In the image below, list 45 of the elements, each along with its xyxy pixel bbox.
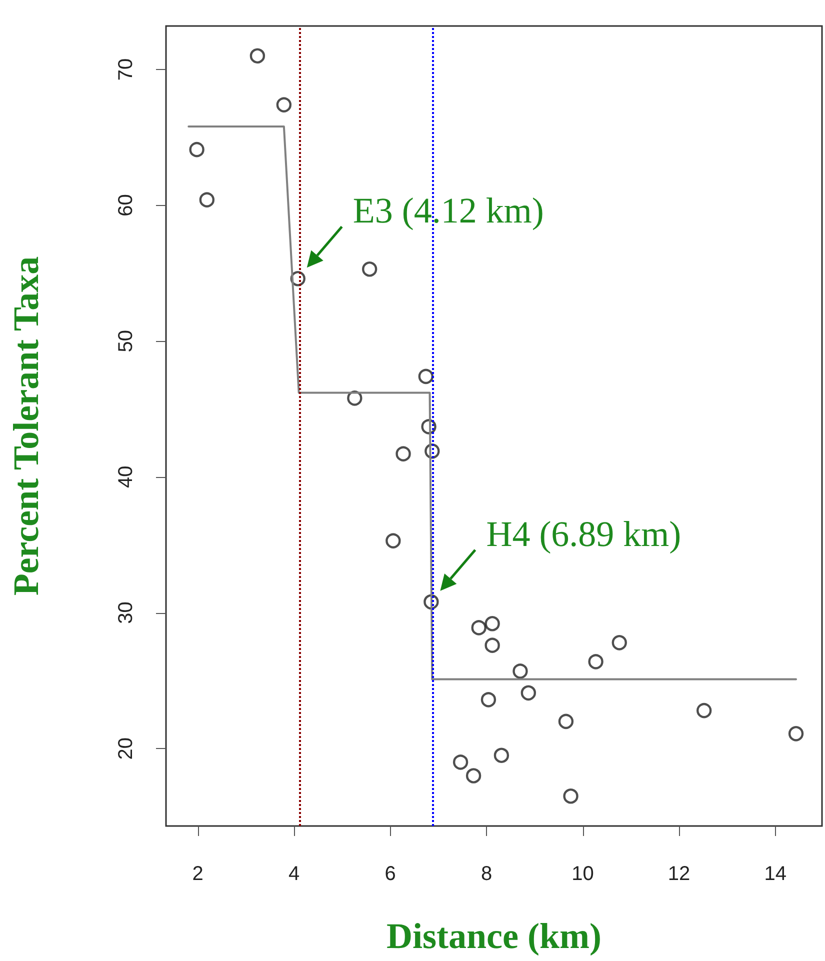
point <box>386 533 401 548</box>
annotation: H4 (6.89 km) <box>486 514 682 554</box>
point <box>612 635 627 650</box>
x-tick-label: 12 <box>668 863 690 885</box>
x-tick-label: 2 <box>192 863 204 885</box>
point <box>418 368 434 384</box>
y-axis-title: Percent Tolerant Taxa <box>6 256 46 596</box>
y-tick-label: 70 <box>115 58 137 81</box>
point <box>563 788 578 804</box>
point <box>347 390 362 406</box>
y-tick-label: 60 <box>115 194 137 216</box>
point <box>424 444 440 459</box>
x-tick-label: 14 <box>764 863 786 885</box>
point <box>480 692 496 708</box>
point <box>520 685 536 700</box>
point <box>471 620 486 636</box>
point <box>696 702 712 718</box>
point <box>362 262 378 277</box>
point <box>588 654 604 670</box>
point <box>199 192 215 208</box>
point <box>466 768 482 784</box>
x-tick-label: 4 <box>288 863 300 885</box>
y-tick-label: 50 <box>115 330 137 352</box>
point <box>452 754 468 770</box>
x-axis-title: Distance (km) <box>386 916 602 956</box>
x-tick-label: 10 <box>572 863 594 885</box>
point <box>290 271 306 286</box>
point <box>558 714 574 730</box>
point <box>276 97 292 112</box>
point <box>421 419 436 434</box>
x-tick-label: 6 <box>384 863 396 885</box>
y-tick-label: 20 <box>115 737 137 760</box>
point <box>424 594 439 610</box>
point <box>250 48 266 64</box>
point <box>189 142 204 158</box>
point <box>484 616 500 632</box>
point <box>484 638 500 653</box>
x-tick-label: 8 <box>480 863 492 885</box>
point <box>512 664 528 679</box>
point <box>396 446 411 462</box>
point <box>494 748 510 763</box>
y-tick-label: 30 <box>115 602 137 624</box>
annotation: E3 (4.12 km) <box>352 190 544 231</box>
y-tick-label: 40 <box>115 466 137 488</box>
point <box>788 726 804 742</box>
